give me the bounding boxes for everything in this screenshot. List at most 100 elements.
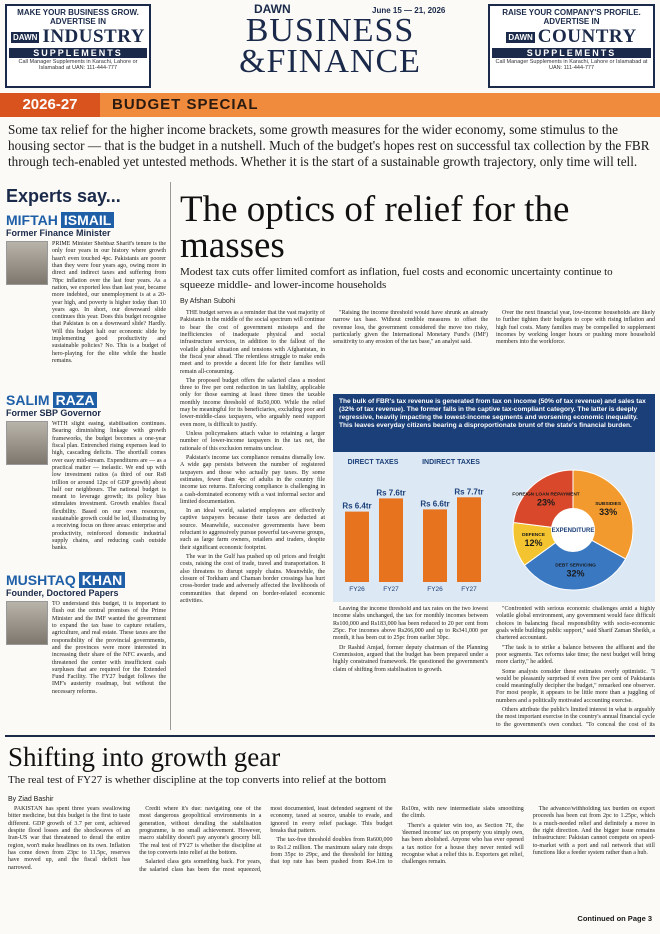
expert: MIFTAH ISMAIL Former Finance Minister PRIME… [6,212,166,388]
paragraph: Unless policymakers attach value to reta… [180,431,325,452]
second-byline: By Ziad Bashir [8,796,54,803]
infographic: DIRECT TAXES Rs 6.4tr FY26 Rs 7.6tr FY27 INDI… [333,452,655,602]
expert-first-name: MIFTAH [6,212,58,228]
ad-subtitle: SUPPLEMENTS [492,48,651,58]
expert-photo [6,241,48,285]
paragraph: Some analysts consider these estimates o… [496,668,655,704]
right-ad[interactable]: RAISE YOUR COMPANY'S PROFILE. ADVERTISE … [488,4,655,88]
paragraph: THE budget serves as a reminder that the… [180,310,325,375]
ad-brand: DAWN [506,31,535,43]
bar-label: Rs 7.7tr [454,487,483,496]
section-year: 2026-27 [0,93,100,117]
category-label: FY27 [383,586,399,593]
slice-name: DEBT SERVICING [555,563,596,569]
expert-last-name: RAZA [52,392,98,408]
paragraph: Dr Rashid Amjad, former deputy chairman … [333,644,488,673]
continued-note[interactable]: Continued on Page 3 [577,914,652,923]
paragraph: The tax-free threshold doubles from Rs60… [270,806,524,866]
body-column: Leaving the income threshold and tax rat… [333,606,488,728]
pie-center [551,508,595,552]
bar [379,498,403,582]
paragraph: "Confronted with serious economic challe… [496,606,655,642]
slice-name: DEFENCE [522,532,546,538]
pie-title: EXPENDITURE [552,528,595,534]
ad-line: ADVERTISE IN [543,17,600,26]
second-body: PAKISTAN has spent three years swallowin… [8,806,655,912]
slice-name: SUBSIDIES [595,501,622,507]
pie-slice [523,529,627,591]
bar-label: Rs 7.6tr [376,488,405,497]
body-column: "Raising the income threshold would have… [333,310,488,390]
expert-first-name: MUSHTAQ [6,572,76,588]
paragraph: Others attribute the public's limited in… [496,707,655,728]
ad-brand: DAWN [10,31,40,43]
left-ad[interactable]: MAKE YOUR BUSINESS GROW. ADVERTISE IN DA… [5,4,151,88]
paragraph: Leaving the income threshold and tax rat… [333,606,488,642]
slice-label: 32% [567,569,585,579]
paragraph: The proposed budget offers the salaried … [180,377,325,428]
expert-text: TO understand this budget, it is importa… [52,601,166,695]
expert-first-name: SALIM [6,392,50,408]
slice-label: 12% [524,538,542,548]
bar [423,509,447,582]
section-band [0,93,660,117]
main-headline: The optics of relief for the masses [180,189,570,266]
expert-name: SALIM RAZA [6,392,166,408]
body-column: THE budget serves as a reminder that the… [180,310,325,728]
expert-role: Former SBP Governor [6,408,101,418]
paragraph: Credit where it's due: navigating one of… [139,806,262,856]
category-label: FY27 [461,586,477,593]
expert: MUSHTAQ KHAN Founder, Doctored Papers TO un… [6,572,166,748]
slice-label: 23% [537,497,555,507]
slice-name: FOREIGN LOAN REPAYMENT [512,491,579,497]
section-title: BUDGET SPECIAL [112,96,259,113]
ad-line: ADVERTISE IN [49,17,106,26]
bar-label: Rs 6.6tr [420,499,449,508]
bar [345,511,369,582]
ad-line: MAKE YOUR BUSINESS GROW. [17,8,139,17]
masthead-line: BUSINESS [245,12,415,49]
paragraph: "Raising the income threshold would have… [333,310,488,346]
expert-role: Founder, Doctored Papers [6,588,119,598]
paragraph: Salaried class gets something back. For … [139,806,393,873]
ad-row: DAWN INDUSTRY [9,26,147,48]
expert-photo [6,601,48,645]
paragraph: The advance/withholding tax burden on ex… [532,806,655,856]
expert-name: MUSHTAQ KHAN [6,572,166,588]
paragraph: PAKISTAN has spent three years swallowin… [8,806,131,871]
second-headline: Shifting into growth gear [8,742,281,772]
ad-row: DAWN COUNTRY [492,26,651,48]
paragraph: Over the next financial year, low-income… [496,310,655,346]
ad-line: RAISE YOUR COMPANY'S PROFILE. [502,8,641,17]
body-column: "Confronted with serious economic challe… [496,606,655,728]
slice-label: 33% [599,507,617,517]
expert-role: Former Finance Minister [6,228,111,238]
bar [457,497,481,582]
ad-contact: Call Manager Supplements in Karachi, Lah… [18,59,138,71]
paragraph: There's a quieter win too, as Section 7E… [401,822,524,866]
masthead-line: FINANCE [266,43,421,80]
paragraph: Pakistan's income tax compliance remains… [180,454,325,505]
chart-title: INDIRECT TAXES [422,459,480,466]
expert-name: MIFTAH ISMAIL [6,212,166,228]
ad-title: INDUSTRY [42,26,146,47]
paragraph: In an ideal world, salaried employees ar… [180,508,325,551]
issue-date: June 15 — 21, 2026 [372,6,446,15]
category-label: FY26 [427,586,443,593]
ad-contact: Call Manager Supplements in Karachi, Lah… [495,59,648,71]
expert: SALIM RAZA Former SBP Governor WITH slight … [6,392,166,568]
intro: Some tax relief for the higher income br… [8,122,650,169]
main-byline: By Afshan Subohi [180,298,236,305]
ad-subtitle: SUPPLEMENTS [9,48,147,58]
category-label: FY26 [349,586,365,593]
expert-photo [6,421,48,465]
masthead-brand: DAWN [254,2,291,16]
section-rule [5,735,655,737]
masthead-line-2: &FINANCE [230,43,430,80]
masthead: DAWN BUSINESS &FINANCE [230,2,430,88]
ad-title: COUNTRY [537,26,637,47]
main-subhead: Modest tax cuts offer limited comfort as… [180,266,613,291]
expert-last-name: ISMAIL [60,212,115,228]
